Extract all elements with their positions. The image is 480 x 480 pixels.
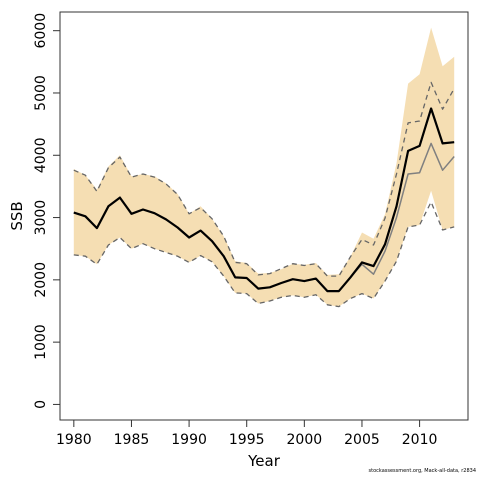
lower-dashed-line <box>73 201 455 308</box>
upper-dashed-line <box>73 81 455 277</box>
y-tick-label: 6000 <box>33 13 49 49</box>
y-axis: 0 1000 2000 3000 4000 5000 6000 <box>33 13 61 409</box>
credit-footnote: stockassessment.org, Mack-all-data, r283… <box>368 468 476 474</box>
y-tick-label: 1000 <box>33 324 49 360</box>
series-lines <box>73 81 455 308</box>
x-tick-label: 1995 <box>229 432 265 448</box>
x-tick-label: 1985 <box>114 432 150 448</box>
x-tick-label: 2010 <box>402 432 438 448</box>
y-tick-label: 0 <box>33 400 49 409</box>
x-tick-label: 1990 <box>171 432 207 448</box>
y-tick-label: 4000 <box>33 137 49 173</box>
x-axis-title: Year <box>247 452 281 470</box>
ssb-estimate-line <box>73 107 455 293</box>
confidence-band <box>73 27 455 307</box>
x-axis: 1980 1985 1990 1995 2000 2005 2010 <box>56 419 438 448</box>
y-tick-label: 2000 <box>33 262 49 298</box>
x-tick-label: 2005 <box>344 432 380 448</box>
x-tick-label: 2000 <box>287 432 323 448</box>
x-tick-label: 1980 <box>56 432 92 448</box>
y-tick-label: 5000 <box>33 75 49 111</box>
confidence-band-area <box>73 27 455 307</box>
y-axis-title: SSB <box>8 201 26 230</box>
y-tick-label: 3000 <box>33 200 49 236</box>
